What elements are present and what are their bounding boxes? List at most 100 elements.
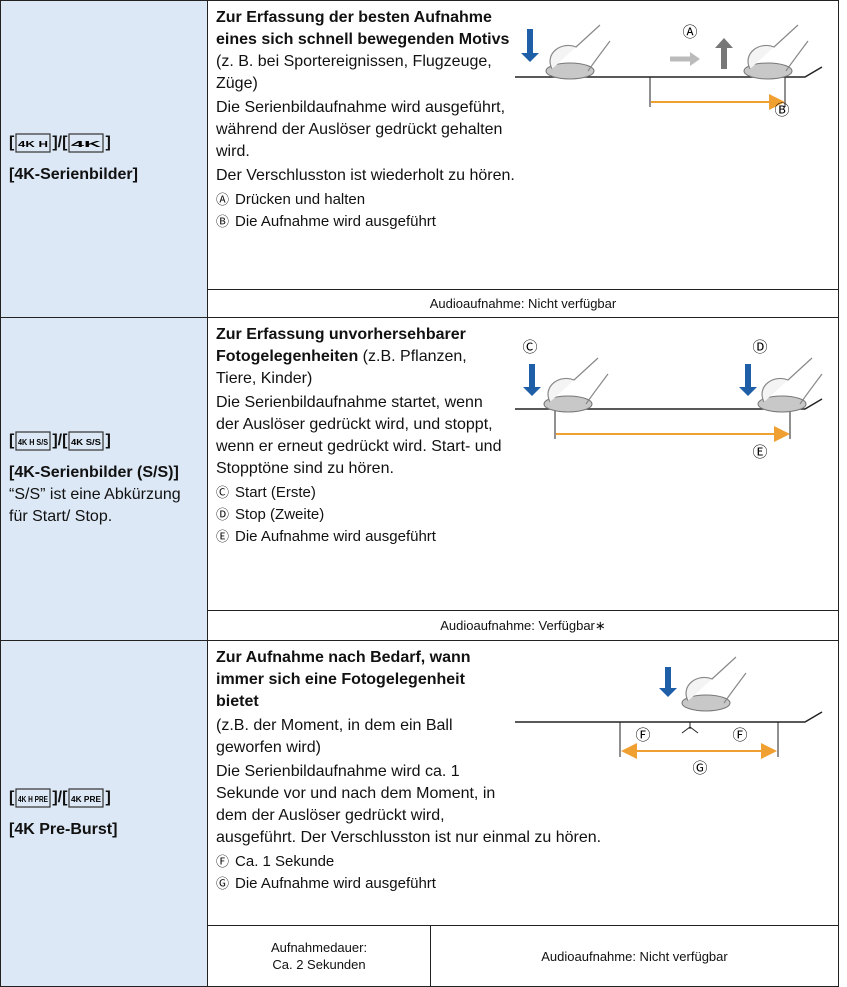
bracket: ]: [105, 134, 111, 151]
mode-icon: 4K: [68, 133, 105, 153]
legend-item: Ⓓ Stop (Zweite): [216, 504, 830, 526]
button: [681, 694, 731, 712]
finger: [549, 24, 611, 72]
center-mark: [681, 722, 699, 734]
diagram-label: Ⓕ: [732, 726, 747, 744]
arrow-head: [690, 52, 700, 66]
legend-item: Ⓕ Ca. 1 Sekunde: [216, 851, 830, 873]
icon-frame: [15, 133, 51, 153]
icon-label: 4K S/S: [71, 438, 102, 447]
bracket: ]/[: [52, 134, 68, 151]
legend-item: Ⓔ Die Aufnahme wird ausgeführt: [216, 526, 830, 548]
audio-cell: Audioaufnahme: Nicht verfügbar: [207, 289, 839, 318]
diagram-label: Ⓓ: [752, 338, 767, 356]
mode-cell: [4K H ]/[4K] [4K-Serienbilder]: [0, 0, 208, 318]
duration-cell: Aufnahmedauer: Ca. 2 Sekunden: [207, 925, 431, 987]
icon-frame: [68, 133, 105, 153]
mode-icon: 4K H: [15, 133, 51, 153]
icon-frame: [15, 431, 51, 451]
audio-cell: Audioaufnahme: Nicht verfügbar: [430, 925, 839, 987]
mode-icon: 4K H PRE: [15, 787, 51, 808]
mode-note: “S/S” ist eine Abkürzung für Start/ Stop…: [9, 486, 181, 525]
legend-text: Die Aufnahme wird ausgeführt: [235, 213, 436, 230]
finger: [685, 656, 747, 704]
bracket: ]/[: [52, 788, 68, 806]
bracket: ]: [105, 788, 111, 806]
icon-label: 4K: [71, 140, 102, 149]
legend-mark: Ⓒ: [216, 486, 230, 501]
legend-mark: Ⓔ: [216, 530, 230, 545]
bracket: [: [9, 134, 15, 151]
mode-cell: [4K H S/S]/[4K S/S] [4K-Serienbilder (S/S…: [0, 317, 208, 641]
diagram: ⒶⒷ: [515, 23, 823, 119]
legend-text: Drücken und halten: [235, 191, 366, 208]
button: [545, 62, 595, 80]
icon-label: 4K H: [18, 140, 48, 149]
icon-frame: [15, 787, 51, 808]
arrow-head: [523, 387, 541, 396]
body-text: Der Verschlusston ist wiederholt zu höre…: [216, 167, 515, 184]
diagram-label: Ⓐ: [682, 23, 697, 41]
diagram-label: Ⓑ: [774, 101, 789, 119]
legend-text: Die Aufnahme wird ausgeführt: [235, 528, 436, 545]
mode-icon: 4K PRE: [68, 787, 105, 808]
timeline: [515, 711, 823, 723]
legend-item: Ⓐ Drücken und halten: [216, 189, 830, 211]
finger: [761, 357, 823, 405]
bracket: [: [9, 788, 15, 806]
legend-item: Ⓒ Start (Erste): [216, 482, 830, 504]
lead-rest: (z. B. bei Sportereignissen, Flugzeuge, …: [216, 53, 492, 92]
body-text: Die Serienbildaufnahme startet, wenn der…: [216, 394, 502, 477]
legend-text: Die Aufnahme wird ausgeführt: [235, 875, 436, 892]
diagram-label: Ⓕ: [635, 726, 650, 744]
body-text: Die Serienbildaufnahme wird ausgeführt, …: [216, 99, 506, 160]
legend-mark: Ⓕ: [216, 855, 230, 870]
lead-paragraph: Zur Erfassung unvorhersehbarer Fotogeleg…: [216, 324, 830, 390]
mode-name: [4K-Serienbilder]: [9, 166, 138, 183]
arrow-head: [521, 53, 539, 62]
legend-mark: Ⓐ: [216, 193, 230, 208]
lead: Zur Aufnahme nach Bedarf, wann immer sic…: [216, 649, 471, 710]
timeline: [515, 398, 823, 410]
legend-mark: Ⓖ: [216, 877, 230, 892]
duration-value: Ca. 2 Sekunden: [272, 957, 366, 972]
description-cell: Ⓒ Ⓓ Ⓔ Zur Erfassung unvorhersehbarer Fotoge…: [207, 317, 839, 611]
diagram-label: Ⓒ: [522, 338, 537, 356]
description-cell: Ⓐ Ⓑ Zur Erfassung der besten Aufnahme eine…: [207, 0, 839, 290]
bracket: [: [9, 432, 15, 449]
body-text: Die Serienbildaufnahme wird ca. 1 Sekund…: [216, 763, 602, 846]
legend-mark: Ⓑ: [216, 215, 230, 230]
icon-frame: [68, 431, 105, 451]
duration-label: Aufnahmedauer:: [270, 940, 368, 955]
legend-item: Ⓖ Die Aufnahme wird ausgeführt: [216, 873, 830, 895]
finger: [547, 357, 609, 405]
body-text: (z.B. der Moment, in dem ein Ball geworf…: [216, 717, 453, 756]
mode-icons: [4K H ]/[4K]: [9, 132, 199, 154]
diagram-label: Ⓔ: [752, 443, 767, 461]
bracket: ]: [105, 432, 111, 449]
timeline: [515, 66, 823, 78]
lead-paragraph: Zur Erfassung der besten Aufnahme eines …: [216, 7, 830, 95]
legend-text: Stop (Zweite): [235, 506, 325, 523]
lead: Zur Erfassung unvorhersehbarer Fotogeleg…: [216, 326, 466, 365]
diagram: Ⓕ Ⓕ Ⓖ: [515, 656, 823, 777]
button: [757, 395, 807, 413]
arrow-head: [739, 387, 757, 396]
lead-rest: (z.B. Pflanzen, Tiere, Kinder): [216, 348, 467, 387]
mode-name: [4K Pre-Burst]: [9, 820, 118, 838]
legend-text: Start (Erste): [235, 484, 316, 501]
diagram: Ⓒ Ⓓ Ⓔ: [515, 338, 823, 461]
finger: [747, 24, 809, 72]
icon-label: 4K H PRE: [18, 795, 49, 804]
diagram-label: Ⓖ: [692, 759, 707, 777]
legend-mark: Ⓓ: [216, 508, 230, 523]
icon-label: 4K H S/S: [18, 438, 49, 447]
lead-paragraph: Zur Aufnahme nach Bedarf, wann immer sic…: [216, 647, 830, 713]
mode-icon: 4K H S/S: [15, 431, 51, 451]
icon-label: 4K PRE: [71, 795, 102, 804]
legend-item: Ⓑ Die Aufnahme wird ausgeführt: [216, 211, 830, 233]
mode-icons: [4K H PRE]/[4K PRE]: [9, 787, 199, 809]
mode-cell: [4K H PRE]/[4K PRE] [4K Pre-Burst]: [0, 640, 208, 987]
description-cell: Ⓕ Ⓕ Ⓖ Zur Aufnahme nach Bedarf, wann immer …: [207, 640, 839, 926]
